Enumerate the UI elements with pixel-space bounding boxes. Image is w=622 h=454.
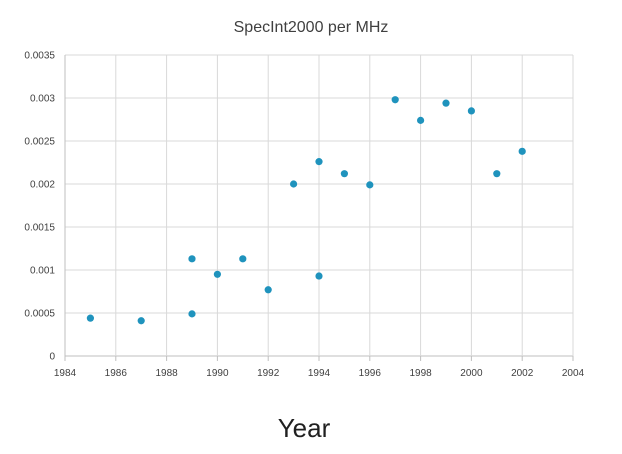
- x-tick-label: 1992: [257, 368, 280, 379]
- data-point: [264, 286, 272, 294]
- x-tick-label: 1998: [409, 368, 432, 379]
- data-point: [315, 272, 323, 280]
- x-tick-label: 2002: [511, 368, 534, 379]
- x-tick-label: 2000: [460, 368, 483, 379]
- x-tick-label: 1988: [155, 368, 178, 379]
- y-tick-label: 0.001: [30, 266, 55, 277]
- y-tick-label: 0.0015: [24, 223, 55, 234]
- y-tick-label: 0: [49, 352, 55, 363]
- data-point: [137, 317, 145, 325]
- data-point: [239, 255, 247, 263]
- x-tick-label: 1994: [308, 368, 331, 379]
- data-point: [315, 158, 323, 166]
- data-point: [518, 147, 526, 155]
- x-tick-label: 1990: [206, 368, 229, 379]
- data-point: [493, 170, 501, 178]
- y-tick-label: 0.0005: [24, 309, 55, 320]
- y-tick-label: 0.002: [30, 180, 55, 191]
- data-point: [188, 310, 196, 318]
- x-tick-label: 1986: [105, 368, 128, 379]
- data-point: [86, 314, 94, 322]
- point-layer: [86, 96, 526, 325]
- axis-layer: 0 0.0005 0.001 0.0015 0.002 0.0025 0.003 0.0035…: [24, 51, 584, 380]
- y-tick-label: 0.0035: [24, 51, 55, 62]
- data-point: [442, 99, 450, 107]
- data-point: [417, 116, 425, 124]
- x-tick-label: 1996: [359, 368, 382, 379]
- data-point: [391, 96, 399, 104]
- grid-layer: [64, 54, 574, 357]
- y-tick-label: 0.0025: [24, 137, 55, 148]
- data-point: [188, 255, 196, 263]
- x-axis-label: Year: [278, 413, 331, 443]
- data-point: [290, 180, 298, 188]
- x-tick-label: 2004: [562, 368, 585, 379]
- x-tick-label: 1984: [54, 368, 77, 379]
- data-point: [467, 107, 475, 115]
- chart-title: SpecInt2000 per MHz: [234, 19, 389, 36]
- data-point: [366, 181, 374, 189]
- data-point: [213, 270, 221, 278]
- data-point: [340, 170, 348, 178]
- y-tick-label: 0.003: [30, 94, 55, 105]
